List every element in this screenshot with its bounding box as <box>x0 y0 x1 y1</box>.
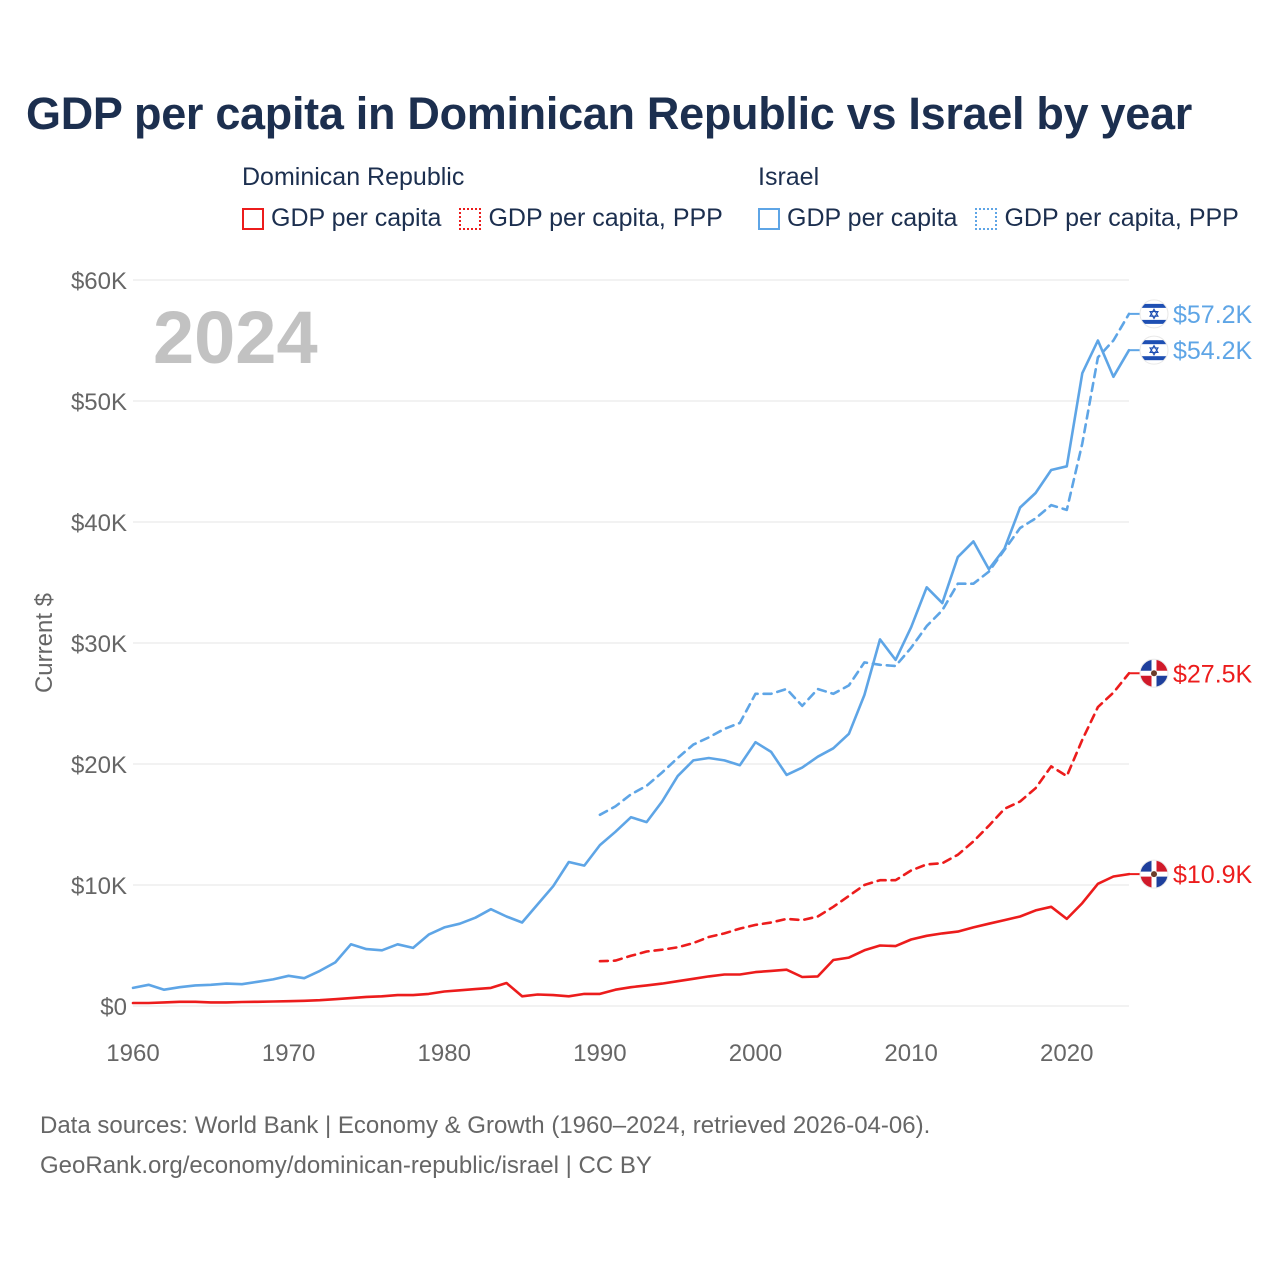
legend-country-israel: Israel <box>758 163 820 191</box>
x-tick-label: 1960 <box>106 1040 159 1067</box>
legend-solid-swatch-icon <box>242 207 264 230</box>
legend-dotted-swatch-icon <box>975 207 998 230</box>
israel-flag-icon <box>1139 335 1169 365</box>
israel-flag-icon <box>1139 299 1169 329</box>
legend-label: GDP per capita <box>271 204 442 232</box>
series-line-dominican-republic-gdp-per-capita-ppp <box>598 672 1131 963</box>
y-tick-label: $0 <box>100 994 127 1021</box>
series-line-dominican-republic-gdp-per-capita <box>131 872 1131 1005</box>
y-tick-label: $20K <box>71 752 127 779</box>
legend-solid-swatch-icon <box>758 207 780 230</box>
series-line-israel-gdp-per-capita <box>131 339 1131 991</box>
end-value-label: $10.9K <box>1173 861 1253 889</box>
y-tick-label: $30K <box>71 631 127 658</box>
axes: $0 $10K $20K $30K $40K $50K $60K 1960 1970 1980 19… <box>71 268 1094 1067</box>
series-lines <box>131 312 1131 1005</box>
legend-item-dominican-gdp[interactable]: GDP per capita <box>242 204 441 233</box>
legend-country-dominican-republic: Dominican Republic <box>242 163 465 191</box>
dominican-flag-icon <box>1139 859 1169 889</box>
chart-title: GDP per capita in Dominican Republic vs … <box>26 88 1192 139</box>
gridlines <box>133 279 1129 1007</box>
end-value-label: $54.2K <box>1173 337 1253 365</box>
legend-item-israel-gdp[interactable]: GDP per capita <box>758 204 957 233</box>
year-watermark: 2024 <box>153 296 318 379</box>
legend-label: GDP per capita <box>787 204 958 232</box>
end-value-label: $57.2K <box>1173 301 1253 329</box>
x-tick-label: 2000 <box>729 1040 782 1067</box>
x-tick-label: 1980 <box>418 1040 471 1067</box>
y-tick-label: $40K <box>71 510 127 537</box>
end-value-label: $27.5K <box>1173 660 1253 688</box>
x-tick-label: 2020 <box>1040 1040 1093 1067</box>
x-tick-label: 2010 <box>884 1040 937 1067</box>
y-axis-label: Current $ <box>31 593 58 693</box>
x-tick-label: 1990 <box>573 1040 626 1067</box>
y-tick-label: $50K <box>71 389 127 416</box>
source-url-text: GeoRank.org/economy/dominican-republic/i… <box>40 1152 652 1179</box>
legend-label: GDP per capita, PPP <box>488 204 723 232</box>
legend-label: GDP per capita, PPP <box>1004 204 1239 232</box>
legend-item-israel-gdp-ppp[interactable]: GDP per capita, PPP <box>975 204 1239 233</box>
y-tick-label: $60K <box>71 268 127 295</box>
x-tick-label: 1970 <box>262 1040 315 1067</box>
legend-dotted-swatch-icon <box>459 207 482 230</box>
series-line-israel-gdp-per-capita-ppp <box>598 312 1131 817</box>
y-tick-label: $10K <box>71 873 127 900</box>
legend-item-dominican-gdp-ppp[interactable]: GDP per capita, PPP <box>459 204 723 233</box>
footer: Data sources: World Bank | Economy & Gro… <box>40 1106 930 1186</box>
end-labels: $57.2K $54.2K $27.5K $10.9K <box>1129 299 1253 889</box>
dominican-flag-icon <box>1139 658 1169 688</box>
data-sources-text: Data sources: World Bank | Economy & Gro… <box>40 1112 931 1139</box>
legend-group-israel: Israel GDP per capita GDP per capita, PP… <box>758 162 1239 233</box>
legend-group-dominican-republic: Dominican Republic GDP per capita GDP pe… <box>242 162 723 233</box>
